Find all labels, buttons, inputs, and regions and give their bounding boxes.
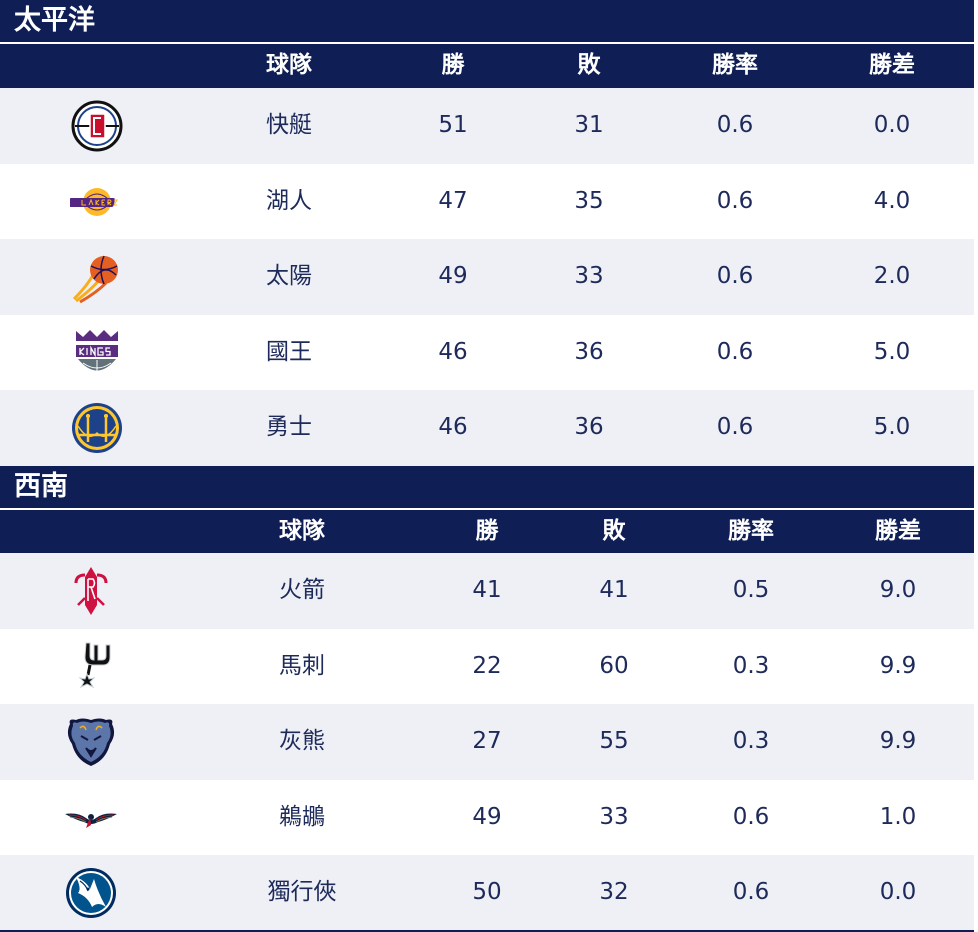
division-title: 西南	[0, 466, 974, 508]
clippers-logo	[71, 100, 123, 152]
table-header: 球隊 勝 敗 勝率 勝差	[0, 508, 974, 553]
team-name: 火箭	[279, 577, 325, 603]
table-row: 鵜鶘 49 33 0.6 1.0	[0, 780, 974, 856]
table-row: 湖人 47 35 0.6 4.0	[0, 164, 974, 240]
win-pct: 0.6	[732, 803, 770, 830]
wins: 46	[438, 414, 468, 440]
grizzlies-logo	[67, 718, 115, 766]
kings-logo	[76, 329, 118, 375]
table-row: 勇士 46 36 0.6 5.0	[0, 390, 974, 466]
wins: 50	[472, 879, 502, 905]
table-bottom-border	[0, 930, 974, 932]
losses: 60	[599, 652, 629, 679]
lakers-logo	[70, 187, 118, 216]
losses: 55	[599, 728, 629, 754]
win-pct: 0.5	[732, 577, 770, 603]
games-behind: 9.9	[879, 728, 917, 754]
losses: 32	[599, 879, 629, 905]
games-behind: 1.0	[879, 803, 917, 830]
win-pct: 0.3	[732, 728, 770, 754]
team-name: 鵜鶘	[279, 803, 325, 830]
header-games-behind: 勝差	[869, 52, 915, 78]
losses: 36	[574, 414, 604, 440]
table-row: 快艇 51 31 0.6 0.0	[0, 88, 974, 164]
wins: 27	[472, 728, 502, 754]
rockets-logo	[74, 567, 108, 615]
division-pacific: 太平洋 球隊 勝 敗 勝率 勝差 快艇 51 31 0.6 0.0 湖人 47 …	[0, 0, 974, 466]
games-behind: 9.0	[879, 577, 917, 603]
win-pct: 0.3	[732, 652, 770, 679]
losses: 33	[599, 803, 629, 830]
table-row: 國王 46 36 0.6 5.0	[0, 315, 974, 391]
losses: 36	[574, 338, 604, 365]
table-row: 馬刺 22 60 0.3 9.9	[0, 629, 974, 705]
division-title: 太平洋	[0, 0, 974, 42]
win-pct: 0.6	[716, 263, 754, 289]
wins: 49	[472, 803, 502, 830]
wins: 41	[472, 577, 502, 603]
win-pct: 0.6	[716, 112, 754, 138]
games-behind: 9.9	[879, 652, 917, 679]
team-name: 太陽	[266, 263, 312, 289]
games-behind: 0.0	[873, 112, 911, 138]
team-name: 國王	[266, 338, 312, 365]
losses: 35	[574, 187, 604, 214]
losses: 31	[574, 112, 604, 138]
header-wins: 勝	[441, 52, 465, 78]
team-name: 灰熊	[279, 728, 325, 754]
header-team: 球隊	[266, 52, 312, 78]
wins: 51	[438, 112, 468, 138]
header-losses: 敗	[577, 52, 601, 78]
header-wins: 勝	[475, 518, 499, 544]
table-row: 火箭 41 41 0.5 9.0	[0, 553, 974, 629]
table-row: 太陽 49 33 0.6 2.0	[0, 239, 974, 315]
team-name: 獨行俠	[267, 879, 337, 905]
division-southwest: 西南 球隊 勝 敗 勝率 勝差 火箭 41 41 0.5 9.0 馬刺 22 6…	[0, 466, 974, 931]
win-pct: 0.6	[716, 414, 754, 440]
warriors-logo	[72, 403, 122, 453]
win-pct: 0.6	[732, 879, 770, 905]
team-name: 快艇	[266, 112, 312, 138]
wins: 49	[438, 263, 468, 289]
win-pct: 0.6	[716, 338, 754, 365]
mavericks-logo	[66, 868, 116, 918]
header-win-pct: 勝率	[728, 518, 774, 544]
team-name: 湖人	[266, 187, 312, 214]
table-row: 獨行俠 50 32 0.6 0.0	[0, 855, 974, 931]
losses: 41	[599, 577, 629, 603]
win-pct: 0.6	[716, 187, 754, 214]
wins: 22	[472, 652, 502, 679]
header-games-behind: 勝差	[875, 518, 921, 544]
wins: 46	[438, 338, 468, 365]
games-behind: 5.0	[873, 414, 911, 440]
team-name: 勇士	[266, 414, 312, 440]
header-win-pct: 勝率	[712, 52, 758, 78]
header-team: 球隊	[279, 518, 325, 544]
games-behind: 0.0	[879, 879, 917, 905]
spurs-logo	[78, 642, 111, 688]
games-behind: 2.0	[873, 263, 911, 289]
games-behind: 5.0	[873, 338, 911, 365]
team-name: 馬刺	[279, 652, 325, 679]
games-behind: 4.0	[873, 187, 911, 214]
suns-logo	[72, 255, 118, 303]
wins: 47	[438, 187, 468, 214]
losses: 33	[574, 263, 604, 289]
table-header: 球隊 勝 敗 勝率 勝差	[0, 42, 974, 88]
pelicans-logo	[65, 813, 117, 828]
table-row: 灰熊 27 55 0.3 9.9	[0, 704, 974, 780]
header-losses: 敗	[602, 518, 626, 544]
